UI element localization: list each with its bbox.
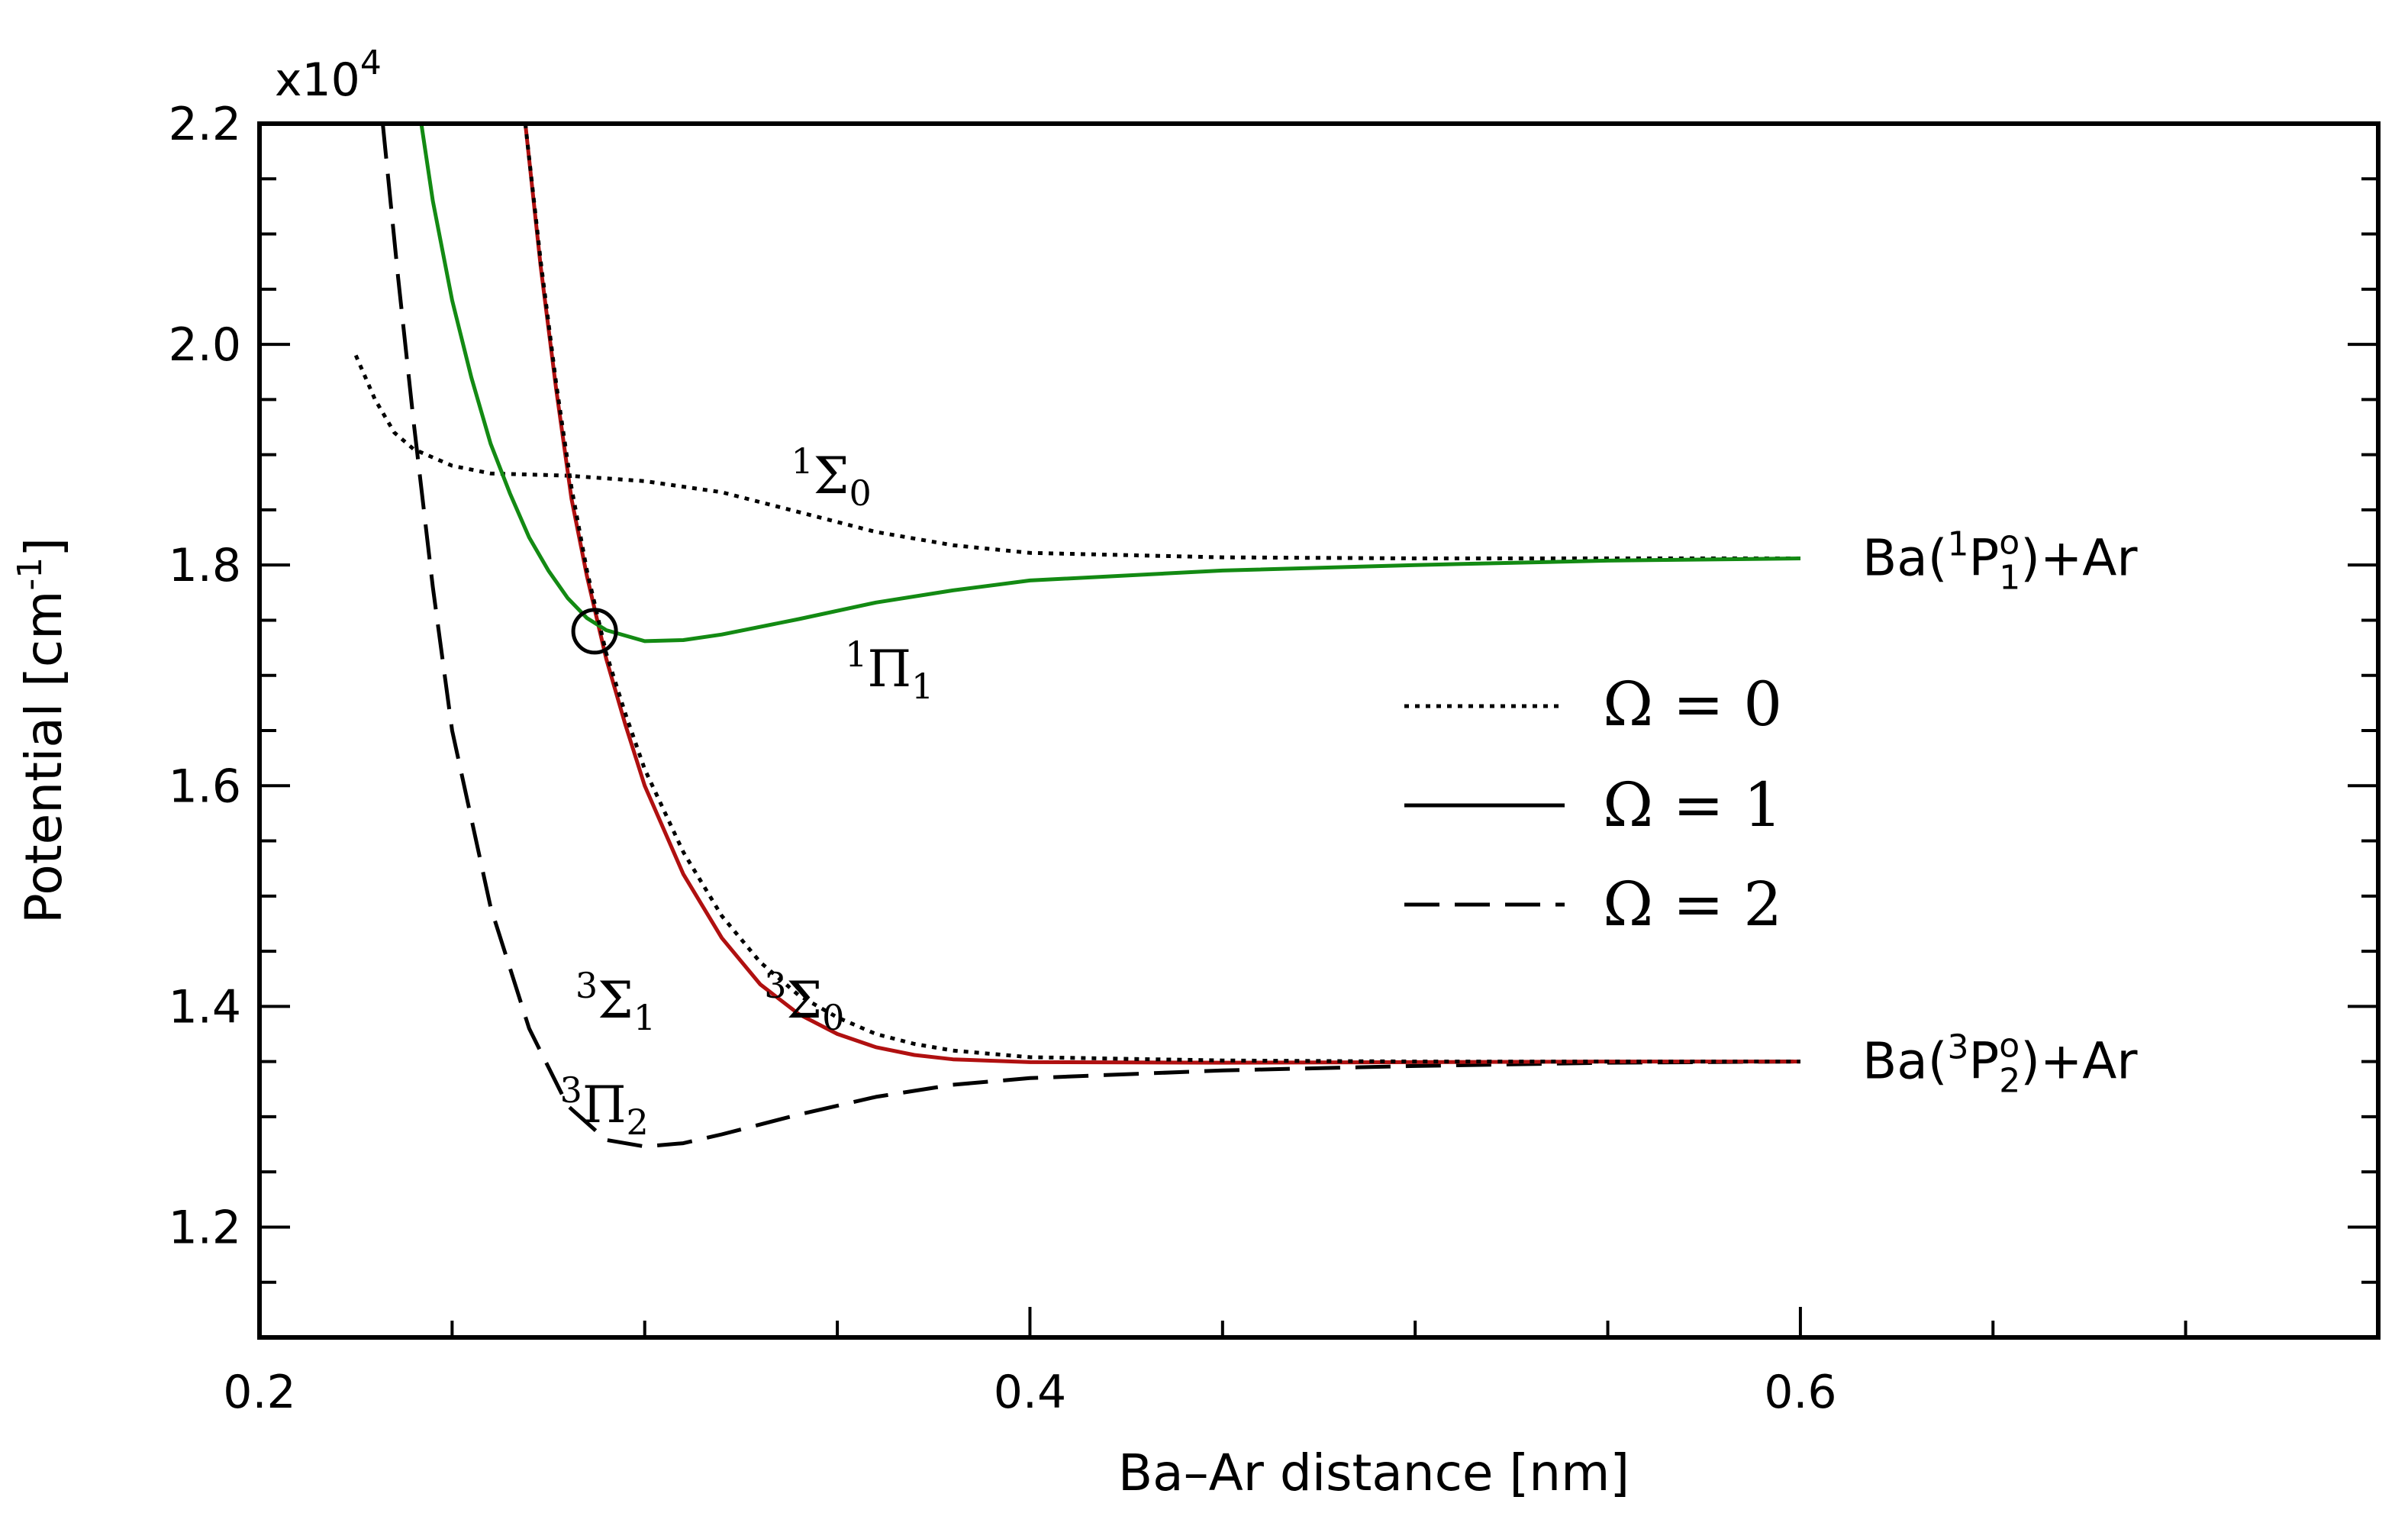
series-line-3 [523,123,1800,1064]
plot-frame [257,121,2381,1340]
series-line-2 [523,123,1800,1065]
series-line-4 [381,123,1800,1149]
y-multiplier-exponent: 4 [360,44,382,82]
y-tick-label: 2.0 [169,318,241,372]
curve-group [353,123,1800,1149]
series-line-0 [353,354,1800,560]
legend: Ω = 0 Ω = 1 Ω = 2 [1404,669,1782,940]
term-label-0: 1Σ0 [791,440,872,514]
tick-group: 1.2 1.4 1.6 1.8 2.0 2.2 0.2 0.4 0.6 [169,98,2380,1419]
legend-label-omega2: Ω = 2 [1603,869,1782,940]
curve-label-group: 1Σ0 1Π1 3Σ1 3Σ0 3Π2 Ba(1Po 1)+Ar Ba(3Po 2)+Ar [560,440,2139,1143]
asymptote-label-0: Ba(1Po 1)+Ar [1862,524,2138,598]
y-multiplier: x104 [275,44,382,107]
series-line-1 [419,123,1800,644]
x-tick-label: 0.4 [994,1366,1066,1419]
y-tick-label: 2.2 [169,98,241,151]
y-multiplier-base: x10 [275,53,360,107]
x-tick-label: 0.2 [223,1366,295,1419]
y-axis-label-suffix: ] [15,537,73,557]
asymptote-label-1: Ba(3Po 2)+Ar [1862,1027,2138,1101]
term-label-1: 1Π1 [845,634,933,707]
y-tick-label: 1.6 [169,760,241,813]
y-axis-label-superscript: -1 [11,557,50,591]
crossing-marker [571,608,618,655]
y-tick-label: 1.4 [169,980,241,1034]
term-label-3: 3Σ0 [764,965,844,1038]
y-axis-label-text: Potential [cm [15,591,73,924]
term-label-2: 3Σ1 [575,965,656,1038]
x-tick-label: 0.6 [1764,1366,1836,1419]
y-tick-label: 1.2 [169,1201,241,1254]
legend-label-omega0: Ω = 0 [1603,669,1782,740]
x-axis-label: Ba–Ar distance [nm] [1118,1444,1630,1502]
term-label-4: 3Π2 [560,1069,649,1143]
y-tick-label: 1.8 [169,539,241,592]
legend-label-omega1: Ω = 1 [1603,769,1782,840]
y-axis-label: Potential [cm-1] [11,537,73,924]
